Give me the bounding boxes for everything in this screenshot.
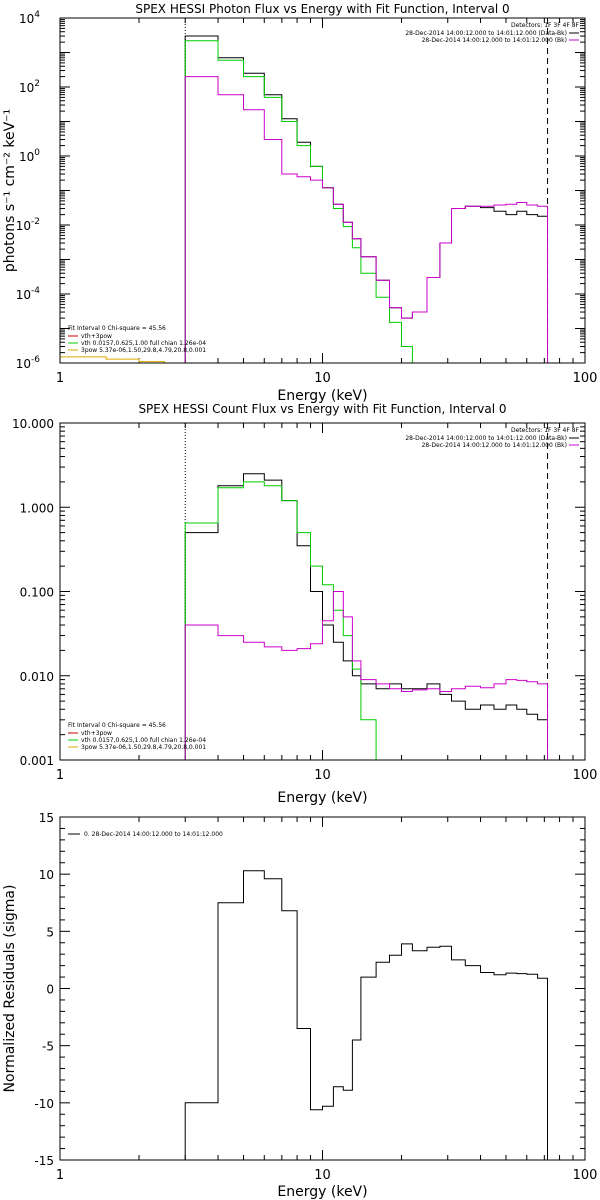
y-tick-exp: 0 <box>34 148 40 158</box>
legend-header: Detectors: 1F 3F 4F 8F <box>511 427 580 434</box>
series-group <box>184 870 548 1160</box>
legend-header: Fit Interval 0 Chi-square = 45.56 <box>68 325 166 332</box>
y-axis-label: photons s⁻¹ cm⁻² keV⁻¹ <box>2 109 18 272</box>
chart-panel-2: SPEX HESSI Count Flux vs Energy with Fit… <box>12 402 598 806</box>
x-tick-label: 1 <box>56 1168 64 1183</box>
y-tick-exp: -2 <box>31 217 40 227</box>
y-tick-base: 10 <box>19 150 34 164</box>
y-tick-exp: -4 <box>31 286 40 296</box>
y-tick-label: 10-2 <box>16 217 40 233</box>
chart-title: SPEX HESSI Count Flux vs Energy with Fit… <box>138 402 506 416</box>
x-axis-label: Energy (keV) <box>277 1184 367 1200</box>
y-tick-label: 1.000 <box>20 501 54 515</box>
y-tick-base: 10 <box>19 12 34 26</box>
legend-entry-text: 28-Dec-2014 14:00:12.000 to 14:01:12.000… <box>405 30 567 37</box>
y-tick-label: 104 <box>19 10 40 26</box>
legend-bottom-left: Fit Interval 0 Chi-square = 45.56vth+3po… <box>68 325 206 354</box>
series-line-2 <box>184 481 377 760</box>
chart-panel-3: 1 10 100 -15 -10 -5 0 5 10 15 Energy (keV) Normaliz… <box>2 811 597 1200</box>
plot-frame <box>59 422 586 761</box>
chart-title: SPEX HESSI Photon Flux vs Energy with Fi… <box>135 2 509 16</box>
y-tick-base: 10 <box>16 357 31 371</box>
y-tick-base: 10 <box>16 219 31 233</box>
x-tick-label: 10 <box>314 1168 331 1183</box>
y-tick-label: -5 <box>42 1040 54 1054</box>
series-group <box>60 35 548 363</box>
y-tick-label: 0.010 <box>20 670 54 684</box>
plot-frame <box>59 17 586 364</box>
x-tick-label: 1 <box>56 768 64 783</box>
x-tick-label: 100 <box>573 768 598 783</box>
legend-entry-text: vth 0.0157,0.625,1.00 full chian 1.26e-0… <box>81 340 206 347</box>
y-tick-label: 0 <box>46 983 54 997</box>
y-tick-exp: 2 <box>34 79 40 89</box>
chart-panel-1: SPEX HESSI Photon Flux vs Energy with Fi… <box>2 2 597 404</box>
legend-entry-text: 3pow 5.37e-06,1.50,29.8,4.79,20.8,0.001 <box>81 347 206 354</box>
series-line-3 <box>184 76 548 363</box>
y-tick-label: 0.100 <box>20 586 54 600</box>
y-tick-label: -15 <box>34 1154 54 1168</box>
x-tick-label: 10 <box>314 371 331 386</box>
y-axis-label: Normalized Residuals (sigma) <box>2 885 18 1093</box>
legend-entry-text: 0. 28-Dec-2014 14:00:12.000 to 14:01:12.… <box>84 831 223 838</box>
y-tick-base: 10 <box>16 288 31 302</box>
y-tick-label: 100 <box>19 148 40 164</box>
y-tick-label: 10-4 <box>16 286 41 302</box>
x-tick-label: 10 <box>314 768 331 783</box>
series-line-2 <box>184 40 413 363</box>
legend-entry-text: 28-Dec-2014 14:00:12.000 to 14:01:12.000… <box>422 37 567 44</box>
x-tick-label: 100 <box>573 1168 598 1183</box>
y-tick-base: 10 <box>19 81 34 95</box>
y-tick-label: 10 <box>39 868 54 882</box>
legend-header: Detectors: 1F 3F 4F 8F <box>511 22 580 29</box>
series-line-1 <box>184 870 548 1160</box>
legend-bottom-left: Fit Interval 0 Chi-square = 45.56vth+3po… <box>68 722 206 751</box>
x-axis-label: Energy (keV) <box>277 388 367 404</box>
y-tick-label: 10-6 <box>16 355 41 371</box>
y-tick-label: -10 <box>34 1097 54 1111</box>
x-axis-label: Energy (keV) <box>277 790 367 806</box>
legend-entry-text: vth+3pow <box>81 333 112 340</box>
y-tick-label: 15 <box>39 811 54 825</box>
series-line-1 <box>184 473 548 760</box>
legend-top-left: 0. 28-Dec-2014 14:00:12.000 to 14:01:12.… <box>68 831 223 838</box>
y-tick-label: 0.001 <box>20 754 54 768</box>
legend-entry-text: 28-Dec-2014 14:00:12.000 to 14:01:12.000… <box>422 442 567 449</box>
series-line-1 <box>184 35 548 363</box>
y-tick-label: 5 <box>46 925 54 939</box>
x-tick-label: 100 <box>573 371 598 386</box>
series-line-3 <box>184 591 548 760</box>
series-line-4 <box>60 356 204 363</box>
legend-entry-text: vth 0.0157,0.625,1.00 full chian 1.26e-0… <box>81 737 206 744</box>
y-tick-label: 102 <box>19 79 40 95</box>
legend-header: Fit Interval 0 Chi-square = 45.56 <box>68 722 166 729</box>
legend-entry-text: vth+3pow <box>81 730 112 737</box>
series-group <box>184 473 548 760</box>
x-tick-label: 1 <box>56 371 64 386</box>
y-tick-exp: 4 <box>34 10 40 20</box>
y-tick-exp: -6 <box>31 355 40 365</box>
legend-entry-text: 28-Dec-2014 14:00:12.000 to 14:01:12.000… <box>405 435 567 442</box>
legend-entry-text: 3pow 5.37e-06,1.50,29.8,4.79,20.8,0.001 <box>81 744 206 751</box>
plot-frame <box>59 816 586 1161</box>
y-tick-label: 10.000 <box>12 417 54 431</box>
